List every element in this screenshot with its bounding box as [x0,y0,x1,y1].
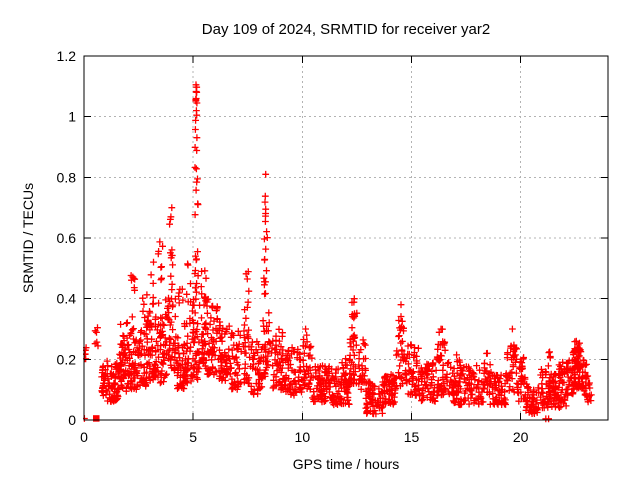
y-tick-label: 0.6 [57,230,77,246]
y-tick-label: 0 [68,412,76,428]
y-tick-label: 0.2 [57,351,77,367]
x-tick-label: 20 [513,429,529,445]
scatter-square-blob [93,415,100,422]
chart-title: Day 109 of 2024, SRMTID for receiver yar… [201,21,491,38]
y-tick-label: 0.8 [57,169,77,185]
scatter-series-srmtid [83,81,595,423]
y-tick-label: 1 [68,109,76,125]
x-tick-label: 0 [80,429,88,445]
y-tick-label: 1.2 [57,48,77,64]
x-tick-label: 5 [189,429,197,445]
y-tick-label: 0.4 [57,291,77,307]
x-axis-label: GPS time / hours [292,456,400,472]
x-tick-label: 10 [295,429,311,445]
x-tick-label: 15 [404,429,420,445]
